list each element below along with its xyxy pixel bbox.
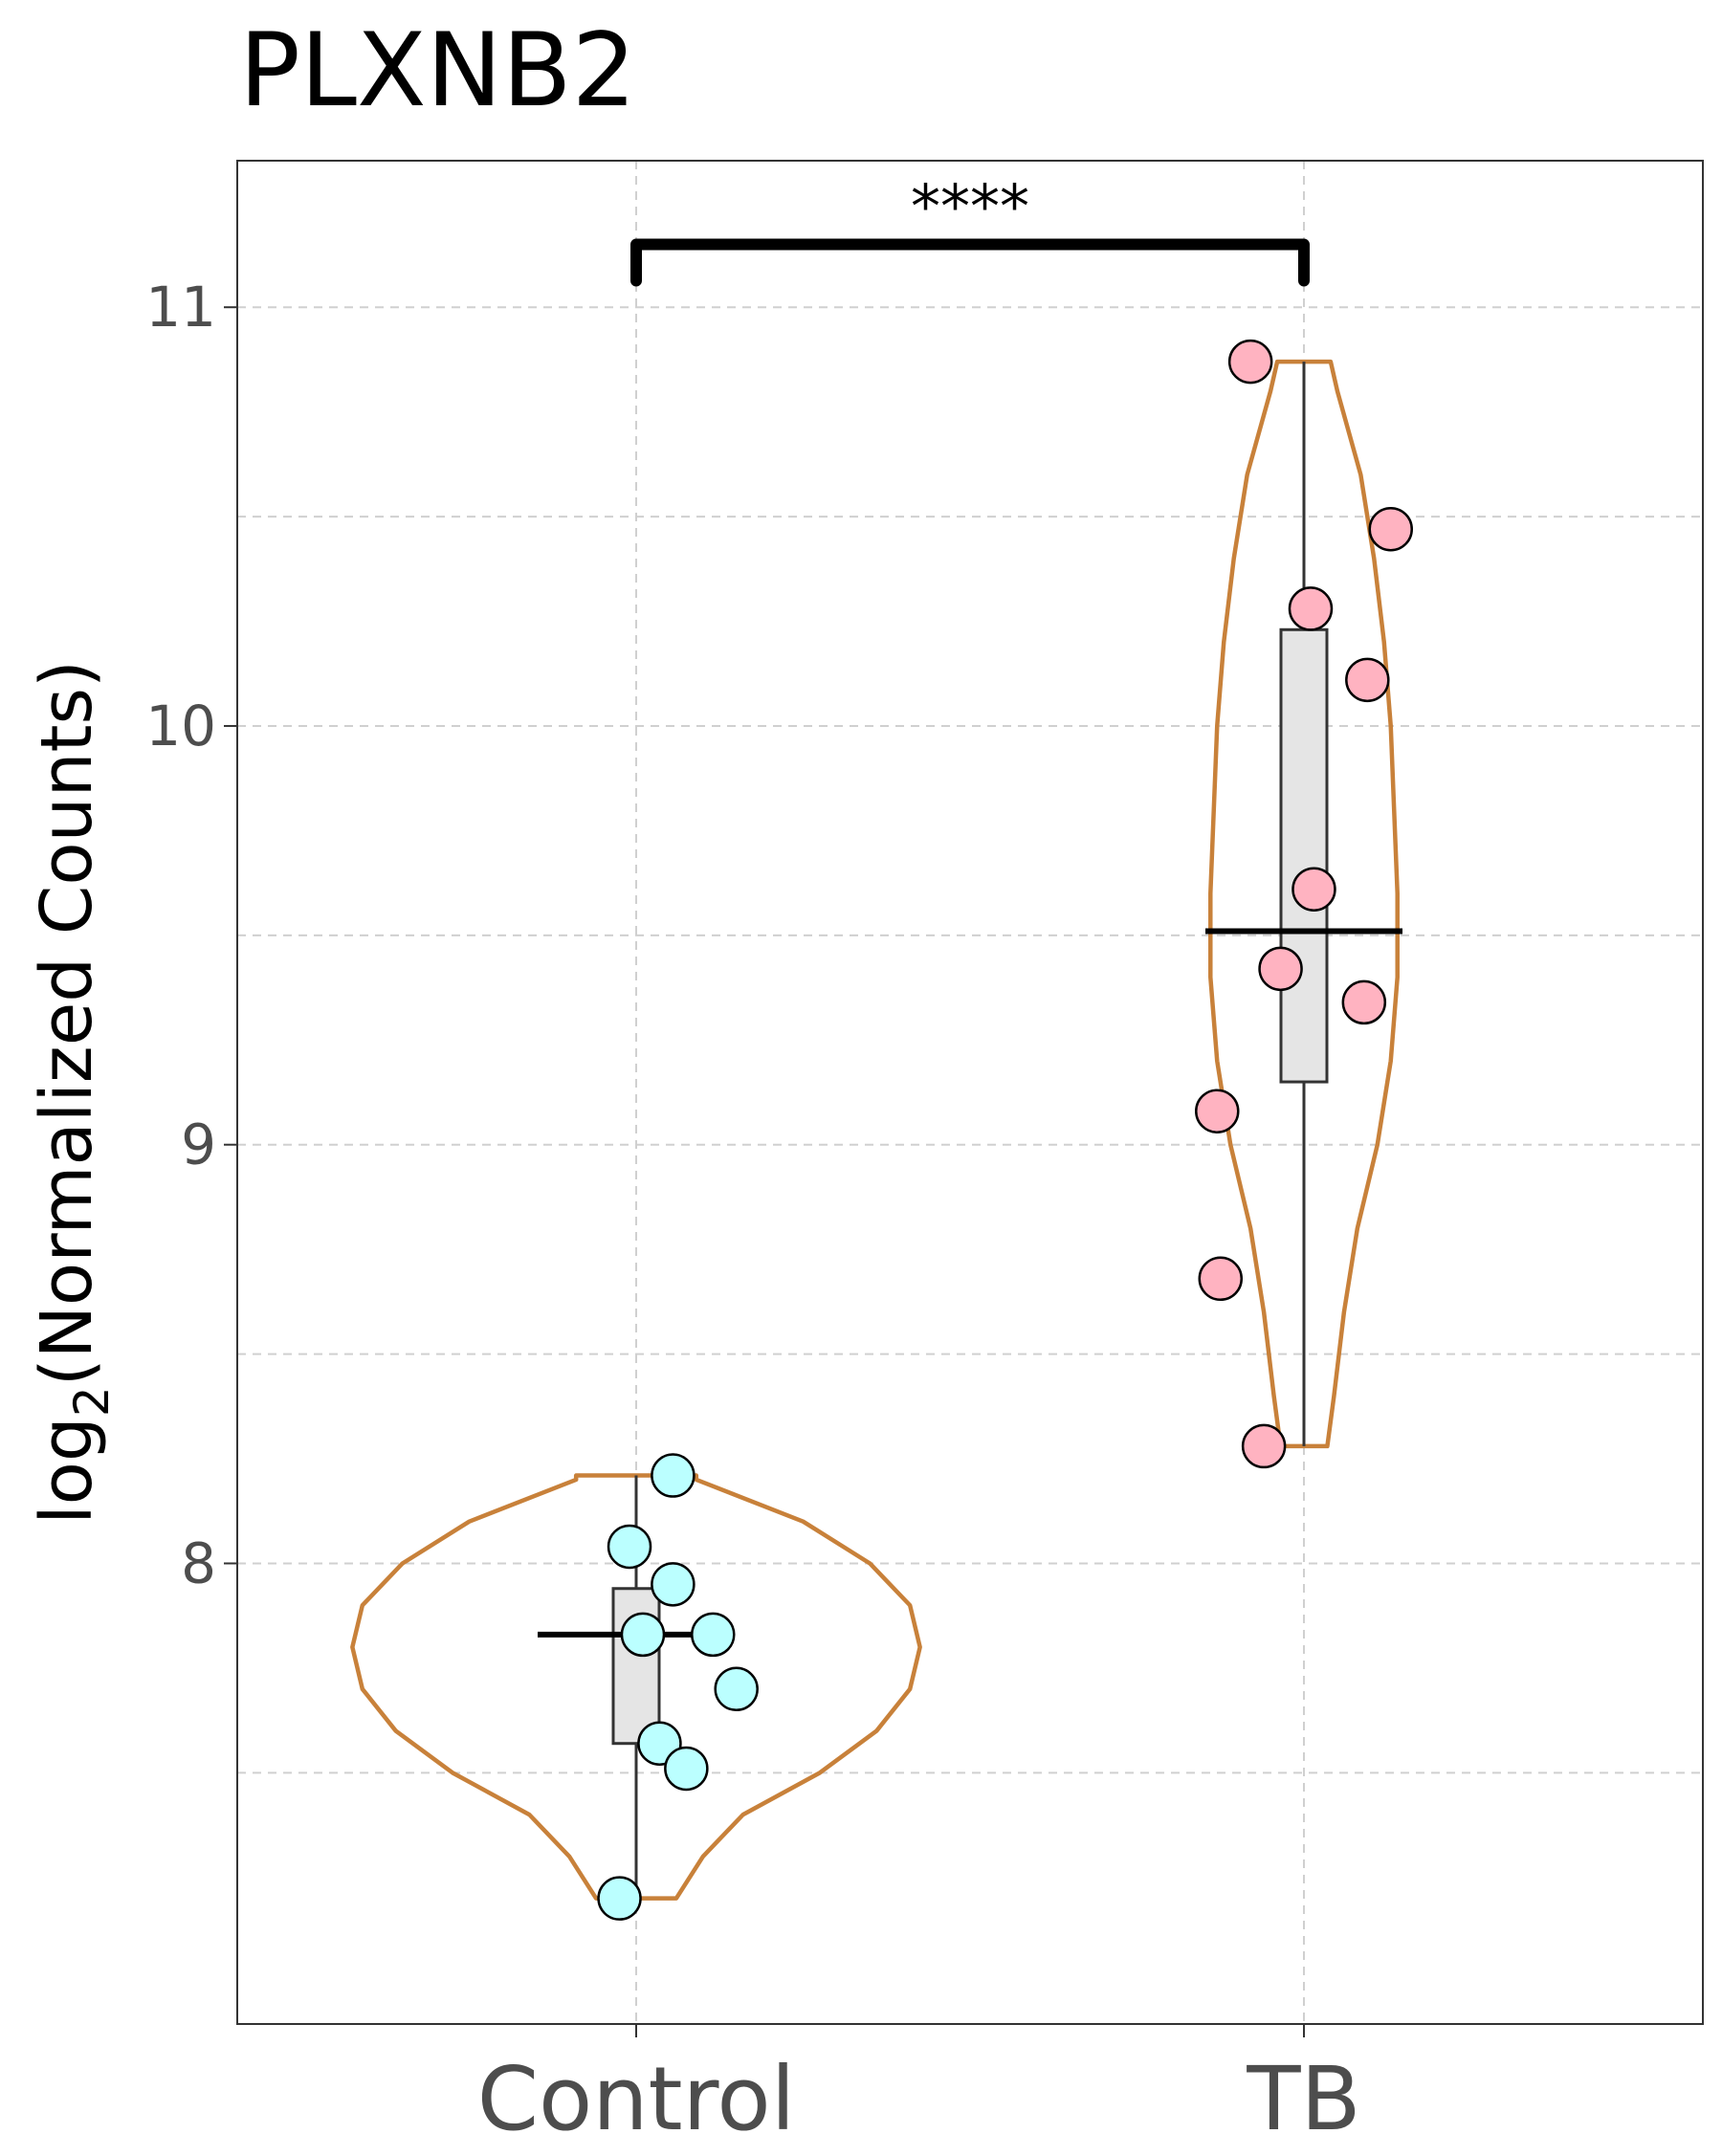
data-point xyxy=(607,1524,652,1570)
y-tick-label: 8 xyxy=(181,1530,216,1595)
data-point xyxy=(1241,1423,1287,1469)
grid-layer xyxy=(237,161,1703,2024)
y-tick-label: 9 xyxy=(181,1112,216,1177)
data-point xyxy=(597,1876,642,1921)
data-point xyxy=(651,1562,695,1607)
box-iqr xyxy=(611,1587,661,1746)
significance-line xyxy=(630,238,1310,287)
violin-outline xyxy=(1208,359,1400,1449)
chart-title: PLXNB2 xyxy=(239,11,636,129)
data-point xyxy=(714,1666,759,1712)
y-axis-label: log2(Normalized Counts) xyxy=(26,660,120,1525)
data-point xyxy=(1198,1256,1243,1302)
box-iqr xyxy=(1279,627,1329,1084)
significance-bracket: **** xyxy=(630,172,1310,287)
data-point xyxy=(1341,979,1387,1025)
data-point xyxy=(691,1612,736,1658)
plot-frame xyxy=(236,160,1704,2025)
data-point xyxy=(1288,586,1334,631)
data-point xyxy=(620,1612,666,1658)
significance-label: **** xyxy=(911,172,1029,242)
data-point xyxy=(1195,1089,1240,1133)
axis-layer: 8 9 10 11 Control TB xyxy=(145,275,1360,2150)
box-layer xyxy=(538,362,1402,1899)
data-point xyxy=(664,1746,709,1792)
data-point xyxy=(651,1453,695,1498)
violin-outline xyxy=(350,1473,922,1901)
data-point xyxy=(1368,506,1413,552)
violin-layer xyxy=(350,359,1400,1901)
x-tick-label: Control xyxy=(477,2048,796,2150)
y-tick-label: 10 xyxy=(145,693,216,759)
x-tick-label: TB xyxy=(1246,2048,1360,2150)
data-point xyxy=(1258,946,1303,992)
data-point xyxy=(1227,339,1273,385)
data-point xyxy=(1345,657,1390,703)
data-point xyxy=(1292,867,1336,912)
point-layer xyxy=(597,339,1413,1921)
y-tick-label: 11 xyxy=(145,275,216,340)
